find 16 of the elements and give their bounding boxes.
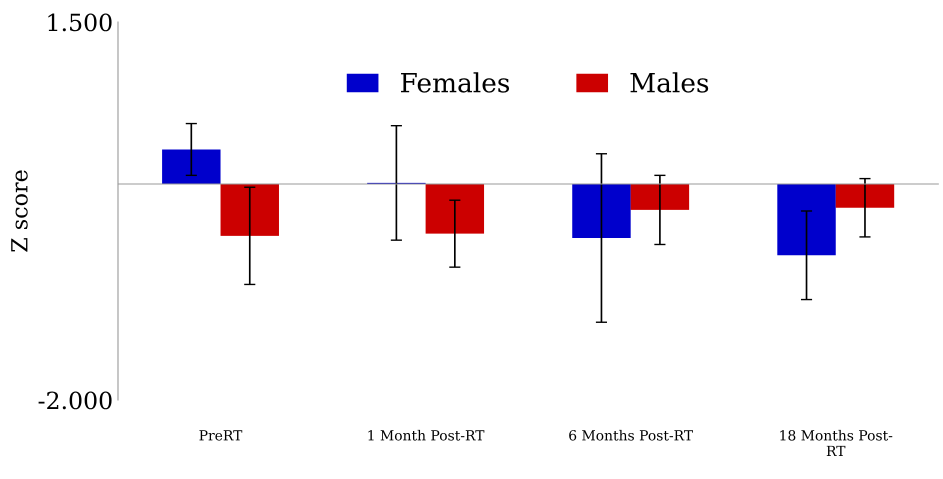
- y-tick-label: -2.000: [38, 391, 112, 410]
- bar: [630, 184, 690, 210]
- bar: [836, 184, 894, 208]
- bar: [572, 184, 631, 238]
- bar: [426, 184, 484, 234]
- bar: [162, 149, 221, 184]
- bar: [220, 184, 279, 236]
- y-axis-title: Z score: [11, 170, 28, 252]
- x-tick-label: 1 Month Post-RT: [368, 430, 484, 441]
- x-tick-label: 6 Months Post-RT: [569, 430, 693, 441]
- y-tick-label: 1.500: [48, 13, 112, 32]
- legend-label: Females: [401, 72, 510, 93]
- x-tick-label: PreRT: [199, 430, 242, 441]
- bar: [777, 184, 836, 256]
- x-tick-label: 18 Months Post- RT: [780, 430, 892, 456]
- legend-label: Males: [630, 72, 708, 93]
